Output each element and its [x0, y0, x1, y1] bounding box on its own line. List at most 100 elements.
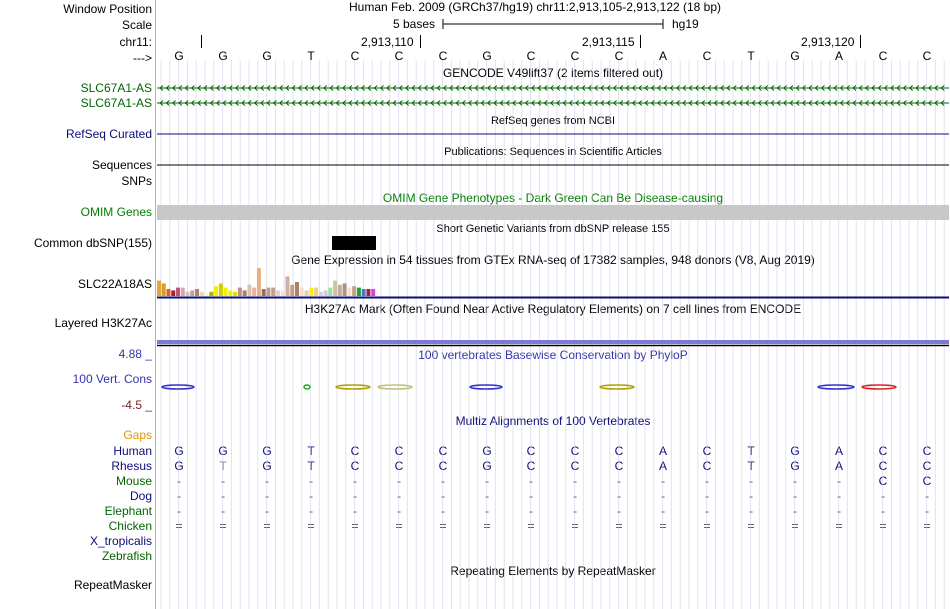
base-letter: A: [658, 49, 667, 63]
dbsnp-label[interactable]: Common dbSNP(155): [33, 236, 152, 250]
gtex-tissue-bar: [347, 287, 352, 296]
gtex-tissue-bar: [299, 287, 304, 296]
gtex-tissue-bar: [361, 289, 366, 296]
gencode-item-label-1[interactable]: SLC67A1-AS: [80, 81, 152, 95]
gtex-tissue-bar: [256, 268, 261, 296]
gtex-tissue-bar: [252, 287, 257, 296]
gtex-tissue-bar: [285, 276, 290, 296]
species-label[interactable]: Human: [113, 444, 152, 458]
gtex-tissue-bar: [195, 289, 200, 296]
omim-track-title[interactable]: OMIM Gene Phenotypes - Dark Green Can Be…: [382, 191, 724, 205]
gencode-track-title[interactable]: GENCODE V49lift37 (2 items filtered out): [442, 66, 664, 80]
gtex-tissue-bar: [323, 290, 328, 296]
species-label[interactable]: Dog: [129, 489, 152, 503]
phylop-label[interactable]: 100 Vert. Cons: [72, 372, 152, 386]
species-label[interactable]: Elephant: [104, 504, 152, 518]
species-label[interactable]: Rhesus: [111, 459, 152, 473]
base-letter: A: [834, 49, 843, 63]
gtex-tissue-bar: [185, 291, 190, 296]
dbsnp-variant: [332, 236, 376, 250]
base-letter: C: [922, 49, 932, 63]
gtex-track-title[interactable]: Gene Expression in 54 tissues from GTEx …: [291, 253, 815, 267]
base-letter: C: [702, 49, 712, 63]
repeatmasker-label[interactable]: RepeatMasker: [73, 578, 152, 592]
gencode-item-label-2[interactable]: SLC67A1-AS: [80, 96, 152, 110]
base-letter: T: [307, 49, 315, 63]
sequences-label[interactable]: Sequences: [91, 158, 152, 172]
gtex-tissue-bar: [276, 290, 280, 296]
gtex-tissue-bar: [266, 287, 271, 296]
base-letter: C: [438, 49, 448, 63]
h3k27ac-track-title[interactable]: H3K27Ac Mark (Often Found Near Active Re…: [304, 302, 802, 316]
repeatmasker-track-title[interactable]: Repeating Elements by RepeatMasker: [450, 564, 656, 578]
h3k27ac-label[interactable]: Layered H3K27Ac: [54, 316, 152, 330]
base-letter: C: [570, 49, 580, 63]
refseq-label[interactable]: RefSeq Curated: [65, 127, 152, 141]
species-label[interactable]: X_tropicalis: [89, 534, 152, 548]
base-letter: C: [878, 49, 888, 63]
phylop-base-glyph: [469, 384, 503, 390]
gtex-tissue-bar: [333, 280, 338, 296]
gtex-tissue-bar: [214, 286, 219, 296]
dbsnp-track-title[interactable]: Short Genetic Variants from dbSNP releas…: [436, 223, 670, 235]
chrom-label: chr11:: [119, 35, 152, 49]
gtex-tissue-bar: [242, 290, 247, 296]
snps-label[interactable]: SNPs: [121, 174, 152, 188]
species-label[interactable]: Mouse: [115, 474, 152, 488]
base-letter: C: [526, 49, 536, 63]
gtex-tissue-bar: [190, 290, 195, 296]
gtex-tissue-bar: [290, 284, 295, 296]
gtex-tissue-bar: [247, 284, 252, 296]
gtex-tissue-bar: [352, 286, 357, 296]
gtex-label[interactable]: SLC22A18AS: [77, 277, 152, 291]
omim-label[interactable]: OMIM Genes: [80, 205, 152, 219]
phylop-base-glyph: [335, 384, 371, 390]
gtex-tissue-bar: [237, 287, 242, 296]
coord-label: 2,913,115: [582, 35, 635, 49]
strand-arrow-label[interactable]: --->: [133, 51, 152, 65]
gtex-tissue-bar: [356, 287, 361, 296]
position-text: Human Feb. 2009 (GRCh37/hg19) chr11:2,91…: [349, 0, 722, 14]
phylop-min-label: -4.5 _: [121, 398, 152, 412]
gtex-tissue-bar: [209, 291, 214, 296]
gtex-tissue-bar: [304, 290, 309, 296]
gtex-tissue-bar: [166, 289, 171, 296]
gtex-tissue-bar: [161, 283, 166, 296]
phylop-base-glyph: [377, 384, 413, 390]
gtex-tissue-bar: [180, 287, 185, 296]
base-letter: C: [394, 49, 404, 63]
gtex-tissue-bar: [204, 293, 209, 296]
gtex-tissue-bar: [371, 289, 376, 296]
scale-label: Scale: [121, 18, 152, 32]
coord-label: 2,913,120: [801, 35, 855, 49]
base-letter: G: [262, 49, 272, 63]
gtex-tissue-bar: [228, 290, 233, 296]
gtex-tissue-bar: [218, 283, 223, 296]
base-letter: C: [350, 49, 360, 63]
gtex-tissue-bar: [271, 287, 276, 296]
gtex-tissue-bar: [328, 287, 333, 296]
species-label[interactable]: Zebrafish: [101, 549, 152, 563]
species-label[interactable]: Chicken: [108, 519, 152, 533]
coord-label: 2,913,110: [361, 35, 414, 49]
scale-text: 5 bases: [393, 17, 436, 31]
gtex-tissue-bar: [261, 289, 266, 296]
phylop-base-glyph: [861, 384, 897, 390]
base-letter: G: [174, 49, 184, 63]
gtex-tissue-bar: [309, 287, 314, 296]
sequences-track-title[interactable]: Publications: Sequences in Scientific Ar…: [444, 146, 662, 158]
gtex-tissue-bar: [223, 287, 228, 296]
assembly-text: hg19: [672, 17, 699, 31]
gtex-tissue-bar: [318, 291, 323, 296]
gtex-tissue-bar: [366, 289, 371, 296]
base-letter: T: [747, 49, 755, 63]
base-letter: G: [218, 49, 228, 63]
gencode-strand-chevron: [159, 85, 945, 91]
gtex-tissue-bar: [199, 291, 204, 296]
gtex-tissue-bar: [337, 284, 342, 296]
phylop-base-glyph: [599, 384, 635, 390]
phylop-track-title[interactable]: 100 vertebrates Basewise Conservation by…: [418, 348, 688, 362]
phylop-base-glyph: [303, 384, 311, 390]
window-position-label: Window Position: [63, 2, 152, 16]
